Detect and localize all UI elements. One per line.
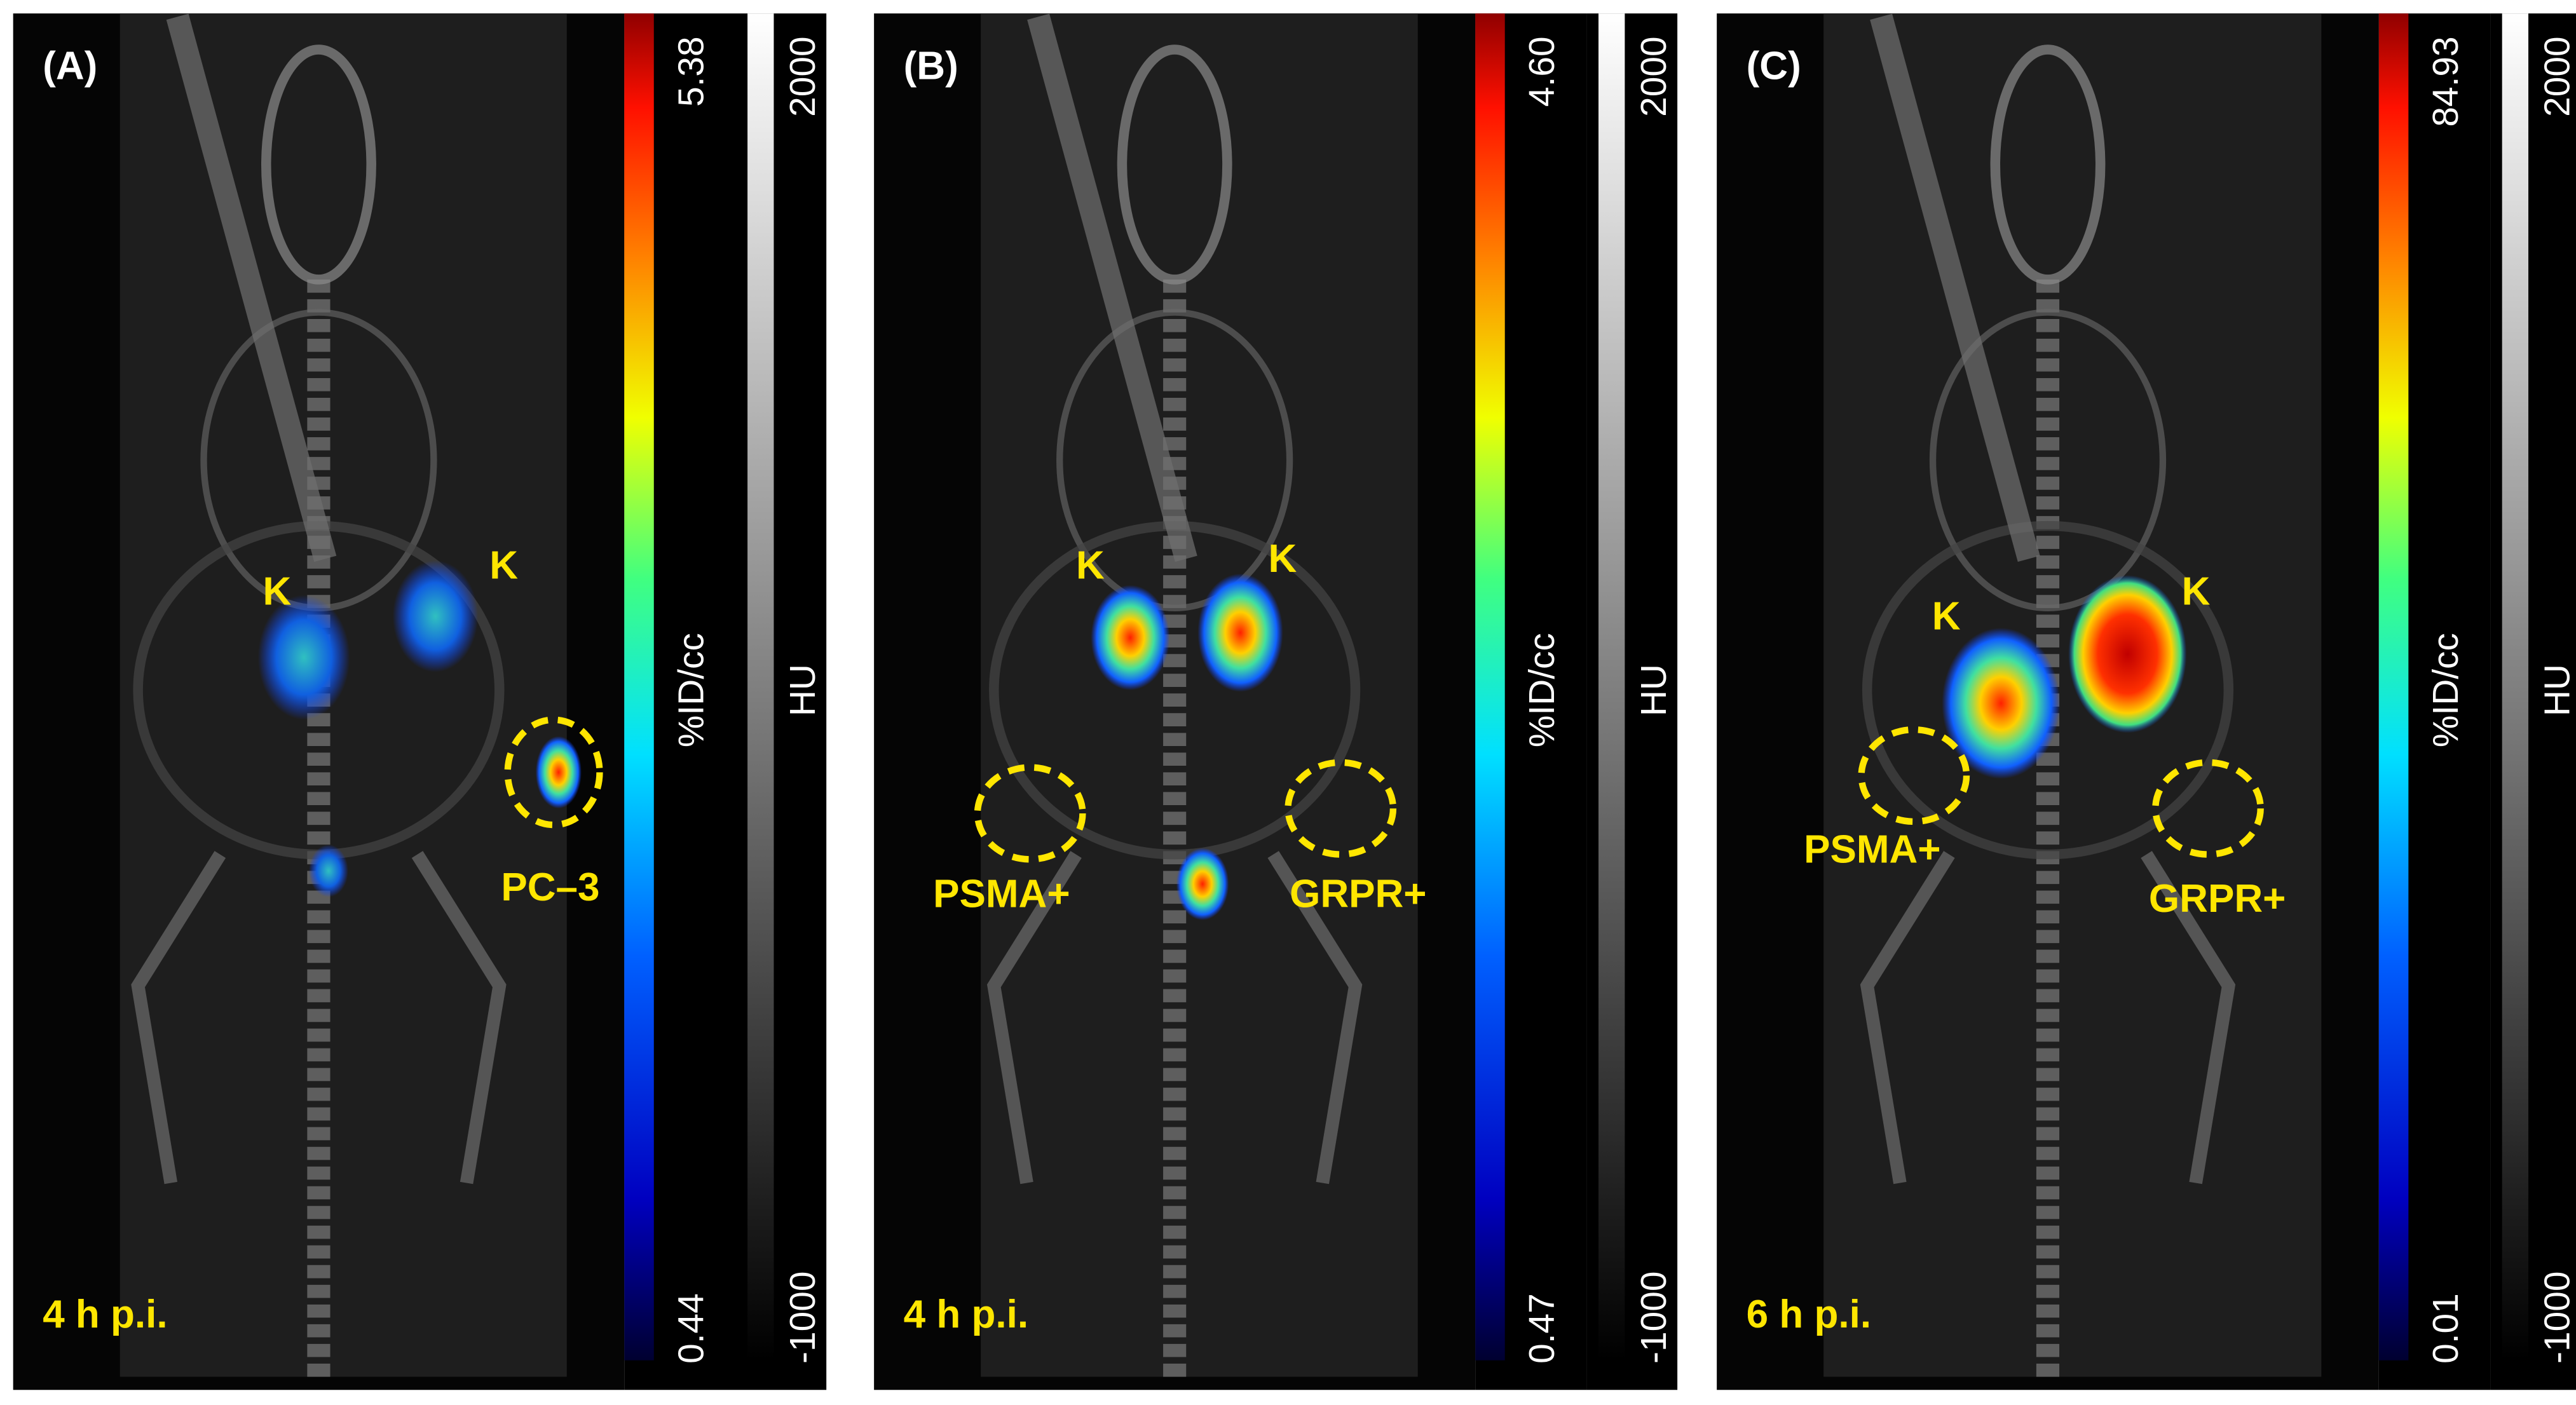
panel: (A) 4 h p.i. K K PC–3 5.38 %ID/cc 0.44 2000 HU -10… [13,13,827,1390]
pet-color-bar [1475,13,1505,1361]
roi-circle [2152,759,2264,858]
pet-scale-unit: %ID/cc [2426,633,2466,747]
pet-scale-max: 5.38 [671,36,711,107]
annotation: GRPR+ [1290,872,1426,916]
annotation: PSMA+ [933,872,1070,916]
pet-scale-min: 0.47 [1522,1293,1562,1364]
ct-scale-max: 2000 [783,36,823,116]
pet-scale-min: 0.01 [2426,1293,2466,1364]
ct-scale-unit: HU [2538,664,2576,716]
ct-scale-unit: HU [1634,664,1674,716]
ct-scale-max: 2000 [2538,36,2576,117]
annotation: PC–3 [501,865,599,909]
time-label: 6 h p.i. [1747,1293,1871,1336]
uptake [1197,573,1283,692]
time-label: 4 h p.i. [904,1293,1028,1336]
pet-scale-max: 4.60 [1522,36,1562,107]
ct-grey-bar [2502,13,2529,1361]
panel-label: (A) [43,44,97,88]
pet-color-bar [624,13,654,1361]
panel: (B) 4 h p.i. K K PSMA+ GRPR+ 4.60 %ID/cc 0.47 200… [874,13,1678,1390]
annotation: GRPR+ [2149,877,2286,921]
uptake [2068,575,2187,733]
scan-field [119,13,567,1377]
panel: (C) 6 h p.i. K K PSMA+ GRPR+ 84.93 %ID/cc 0.01 20… [1717,13,2576,1390]
roi-circle [1285,759,1397,858]
tube [166,13,337,562]
roi-circle [974,764,1086,863]
pet-scale-unit: %ID/cc [1522,633,1562,747]
ct-scale-min: -1000 [2538,1271,2576,1363]
pet-scale-unit: %ID/cc [671,633,711,747]
annotation: K [263,570,292,614]
panel-label: (B) [904,44,958,88]
legs [986,851,1363,1184]
tube [1027,13,1197,562]
ribcage [1056,309,1293,612]
ribcage [1929,309,2167,612]
roi-circle [1858,726,1970,825]
ct-scale-unit: HU [783,664,823,716]
annotation: K [1076,543,1105,587]
annotation: K [1932,594,1961,638]
ct-grey-bar [1598,13,1625,1361]
uptake [308,845,348,897]
pet-color-bar [2378,13,2409,1361]
panel-label: (C) [1747,44,1801,88]
pet-scale-max: 84.93 [2426,36,2466,126]
ct-scale-min: -1000 [1634,1271,1674,1363]
annotation: K [489,543,518,587]
pet-scale-min: 0.44 [671,1293,711,1364]
tube [1870,13,2040,562]
uptake [1091,585,1170,691]
time-label: 4 h p.i. [43,1293,167,1336]
annotation: K [1268,537,1297,581]
annotation: K [2182,570,2211,614]
scan-field [981,13,1418,1377]
uptake [1942,627,2061,779]
ct-grey-bar [747,13,774,1361]
uptake [392,560,479,672]
legs [131,851,507,1184]
body-ring [1862,520,2234,860]
uptake [257,595,350,720]
uptake [1176,848,1229,920]
legs [1860,851,2236,1184]
ct-scale-min: -1000 [783,1271,823,1363]
uptake [535,736,582,809]
scan-field [1823,13,2322,1377]
annotation: PSMA+ [1804,828,1940,872]
ct-scale-max: 2000 [1634,36,1674,117]
